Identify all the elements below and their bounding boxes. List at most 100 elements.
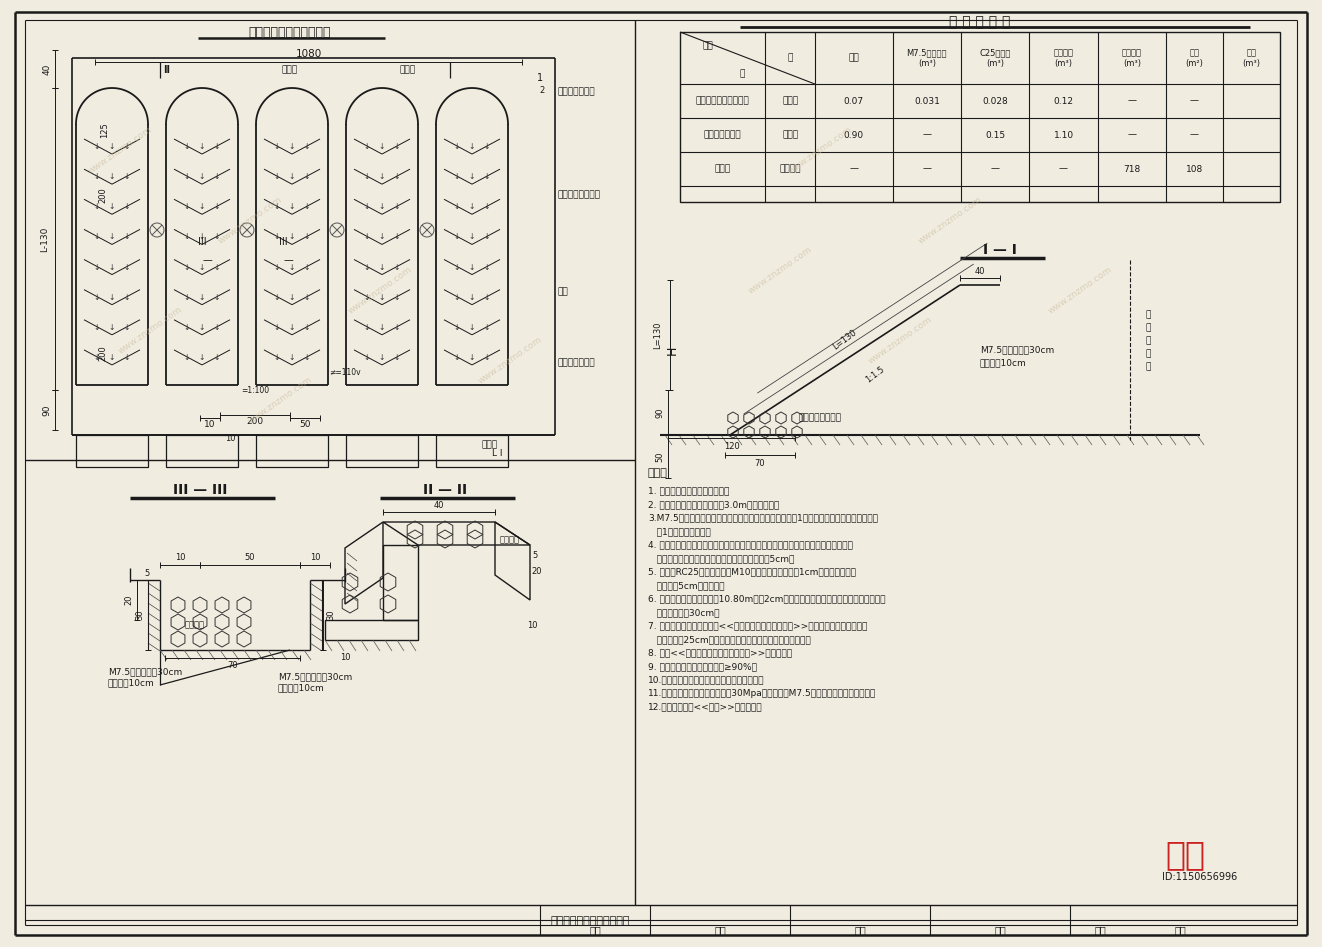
Text: 浆砌砌石: 浆砌砌石 [500,535,520,545]
Text: 2. 本图适用于坡高不超过大于3.0m的边坡防护。: 2. 本图适用于坡高不超过大于3.0m的边坡防护。 [648,500,779,509]
Text: 200: 200 [99,345,107,361]
Text: ↓: ↓ [108,353,115,362]
Text: 坡地流养若干：平整乙层混凝土棱块内铺地流量5cm。: 坡地流养若干：平整乙层混凝土棱块内铺地流量5cm。 [648,554,795,563]
Text: —: — [283,255,293,265]
Text: 路基防护工程设计图（一）: 路基防护工程设计图（一） [550,916,629,926]
Text: ↓: ↓ [379,203,385,211]
Text: 拱脚线: 拱脚线 [483,440,498,450]
Text: 每延米: 每延米 [783,131,798,139]
Text: 0.90: 0.90 [843,131,863,139]
Text: ↓: ↓ [214,172,221,181]
Bar [680,32,1280,202]
Text: www.znzmo.com: www.znzmo.com [787,125,854,175]
Text: ↓: ↓ [198,293,205,302]
Text: ↓: ↓ [108,323,115,331]
Text: ↓: ↓ [94,172,100,181]
Text: 拱型骨架结合草皮护坡: 拱型骨架结合草皮护坡 [695,97,750,105]
Text: ↓: ↓ [124,203,130,211]
Text: ↓: ↓ [124,172,130,181]
Text: ↓: ↓ [214,232,221,241]
Text: ↓: ↓ [469,353,475,362]
Text: —: — [923,165,931,173]
Text: 草皮铺: 草皮铺 [715,165,731,173]
Text: 8. 未配<<基础防护工程设计图（三）>>表达设定。: 8. 未配<<基础防护工程设计图（三）>>表达设定。 [648,649,792,657]
Text: ↓: ↓ [453,293,460,302]
Bar [436,435,508,467]
Text: 0.028: 0.028 [982,97,1009,105]
Text: 40: 40 [42,63,52,75]
Text: 线: 线 [1145,363,1150,371]
Text: ↓: ↓ [108,232,115,241]
Text: ↓: ↓ [288,323,295,331]
Text: ↓: ↓ [304,323,311,331]
Text: 5. 棱块石RC25水泥混凝土按M10方块砂浆砌筑，缝宽1cm；砌体孔式，管: 5. 棱块石RC25水泥混凝土按M10方块砂浆砌筑，缝宽1cm；砌体孔式，管 [648,567,857,577]
Text: ↓: ↓ [379,142,385,151]
Text: 砂砾垫层10cm: 砂砾垫层10cm [108,678,155,688]
Text: 直墙砌石: 直墙砌石 [185,620,205,630]
Text: ↓: ↓ [288,232,295,241]
Text: ↓: ↓ [184,323,190,331]
Text: L-130: L-130 [41,226,49,252]
Text: ↓: ↓ [453,142,460,151]
Text: ↓: ↓ [124,142,130,151]
Bar [167,435,238,467]
Text: ↓: ↓ [214,142,221,151]
Text: ↓: ↓ [453,353,460,362]
Text: www.znzmo.com: www.znzmo.com [217,195,283,245]
Text: 718: 718 [1124,165,1141,173]
Text: II — II: II — II [423,483,467,497]
Text: ↓: ↓ [94,232,100,241]
Text: ↓: ↓ [364,172,370,181]
Text: 1: 1 [537,73,543,83]
Text: 10: 10 [526,620,537,630]
Text: ↓: ↓ [394,203,401,211]
Text: ↓: ↓ [288,203,295,211]
Text: —: — [990,165,999,173]
Text: 0.07: 0.07 [843,97,863,105]
Text: ↓: ↓ [184,232,190,241]
Text: 人字形混凝土棱块: 人字形混凝土棱块 [798,414,842,422]
Text: 10.施工后还流量水管架对析流分析护架功能。: 10.施工后还流量水管架对析流分析护架功能。 [648,675,764,685]
Text: ↓: ↓ [184,142,190,151]
Text: 量，量厚度为30cm。: 量，量厚度为30cm。 [648,608,719,617]
Text: 每千平方: 每千平方 [780,165,801,173]
Text: 120: 120 [723,441,739,451]
Text: 10: 10 [205,420,215,428]
Text: 路: 路 [1145,311,1150,319]
Text: ↓: ↓ [379,172,385,181]
Text: 草皮
(m²): 草皮 (m²) [1186,48,1203,67]
Text: 50: 50 [299,420,311,428]
Text: —: — [1128,97,1137,105]
Text: ↓: ↓ [469,323,475,331]
Text: ↓: ↓ [304,262,311,272]
Text: 40: 40 [974,266,985,276]
Text: ↓: ↓ [108,172,115,181]
Text: ↓: ↓ [304,203,311,211]
Text: 日期: 日期 [1174,925,1186,935]
Text: 9. 基础挡墙底，基层抗压达到≥90%。: 9. 基础挡墙底，基层抗压达到≥90%。 [648,662,758,671]
Text: 1. 本图尺寸均按厘米为单位标。: 1. 本图尺寸均按厘米为单位标。 [648,487,730,495]
Text: ↓: ↓ [394,232,401,241]
Text: ↓: ↓ [108,262,115,272]
Text: ↓: ↓ [364,293,370,302]
Text: ↓: ↓ [214,323,221,331]
Text: L l: L l [492,449,502,457]
Text: ↓: ↓ [469,262,475,272]
Text: 1.10: 1.10 [1054,131,1073,139]
Text: 基: 基 [1145,324,1150,332]
Text: ↓: ↓ [453,172,460,181]
Text: ≠=110v: ≠=110v [329,367,361,377]
Text: ↓: ↓ [394,142,401,151]
Text: ↓: ↓ [94,353,100,362]
Text: 初审: 初审 [854,925,866,935]
Text: ID:1150656996: ID:1150656996 [1162,872,1237,882]
Text: 1080: 1080 [295,49,321,59]
Text: ↓: ↓ [288,293,295,302]
Text: ↓: ↓ [198,172,205,181]
Text: 说明：: 说明： [648,468,668,478]
Text: 复核: 复核 [714,925,726,935]
Text: ↓: ↓ [274,262,280,272]
Text: 植土
(m³): 植土 (m³) [1243,48,1260,67]
Text: 10: 10 [225,434,235,442]
Text: ↓: ↓ [94,203,100,211]
